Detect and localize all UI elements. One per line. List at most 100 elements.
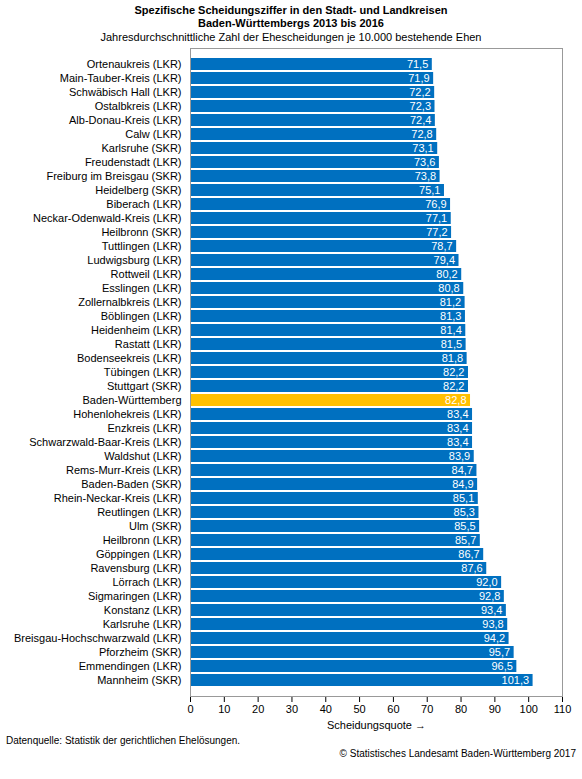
svg-text:0: 0: [187, 703, 193, 715]
svg-text:85,3: 85,3: [454, 506, 475, 518]
svg-text:Freiburg im Breisgau (SKR): Freiburg im Breisgau (SKR): [46, 170, 181, 182]
svg-text:73,1: 73,1: [412, 142, 433, 154]
svg-text:Tübingen (LKR): Tübingen (LKR): [104, 366, 182, 378]
svg-text:Karlsruhe (SKR): Karlsruhe (SKR): [101, 142, 181, 154]
svg-text:Breisgau-Hochschwarzwald (LKR): Breisgau-Hochschwarzwald (LKR): [14, 632, 182, 644]
svg-text:Freudenstadt (LKR): Freudenstadt (LKR): [85, 156, 182, 168]
svg-text:Tuttlingen (LKR): Tuttlingen (LKR): [102, 240, 182, 252]
svg-text:85,1: 85,1: [453, 492, 474, 504]
svg-text:20: 20: [252, 703, 264, 715]
svg-text:Scheidungsquote →: Scheidungsquote →: [327, 719, 426, 731]
svg-text:Bodenseekreis (LKR): Bodenseekreis (LKR): [77, 352, 182, 364]
svg-text:78,7: 78,7: [431, 240, 452, 252]
svg-text:82,8: 82,8: [445, 394, 466, 406]
svg-text:80: 80: [455, 703, 467, 715]
svg-text:80,2: 80,2: [436, 268, 457, 280]
svg-text:79,4: 79,4: [434, 254, 455, 266]
svg-text:Biberach (LKR): Biberach (LKR): [106, 198, 181, 210]
svg-text:Rhein-Neckar-Kreis (LKR): Rhein-Neckar-Kreis (LKR): [54, 492, 182, 504]
svg-text:Ravensburg (LKR): Ravensburg (LKR): [90, 562, 181, 574]
svg-text:Böblingen (LKR): Böblingen (LKR): [101, 310, 182, 322]
svg-text:Enzkreis (LKR): Enzkreis (LKR): [108, 422, 182, 434]
svg-text:90: 90: [489, 703, 501, 715]
svg-text:30: 30: [286, 703, 298, 715]
svg-text:94,2: 94,2: [484, 632, 505, 644]
svg-text:83,4: 83,4: [447, 436, 468, 448]
svg-text:80,8: 80,8: [438, 282, 459, 294]
svg-text:Alb-Donau-Kreis (LKR): Alb-Donau-Kreis (LKR): [69, 114, 181, 126]
svg-text:Baden-Württemberg: Baden-Württemberg: [82, 394, 181, 406]
svg-text:10: 10: [218, 703, 230, 715]
svg-text:75,1: 75,1: [419, 184, 440, 196]
svg-text:Neckar-Odenwald-Kreis (LKR): Neckar-Odenwald-Kreis (LKR): [33, 212, 182, 224]
svg-text:93,8: 93,8: [482, 618, 503, 630]
svg-text:Waldshut (LKR): Waldshut (LKR): [104, 450, 181, 462]
svg-text:81,8: 81,8: [442, 352, 463, 364]
svg-text:Emmendingen (LKR): Emmendingen (LKR): [79, 660, 182, 672]
svg-text:110: 110: [554, 703, 572, 715]
svg-text:60: 60: [387, 703, 399, 715]
svg-text:Schwäbisch Hall (LKR): Schwäbisch Hall (LKR): [69, 86, 181, 98]
svg-text:73,8: 73,8: [415, 170, 436, 182]
svg-text:82,2: 82,2: [443, 366, 464, 378]
svg-text:Ostalbkreis (LKR): Ostalbkreis (LKR): [95, 100, 182, 112]
svg-text:73,6: 73,6: [414, 156, 435, 168]
svg-text:Reutlingen (LKR): Reutlingen (LKR): [97, 506, 181, 518]
svg-text:85,7: 85,7: [455, 534, 476, 546]
svg-text:83,4: 83,4: [447, 408, 468, 420]
svg-text:83,4: 83,4: [447, 422, 468, 434]
svg-text:81,4: 81,4: [440, 324, 461, 336]
svg-text:Heidenheim (LKR): Heidenheim (LKR): [91, 324, 181, 336]
svg-text:100: 100: [520, 703, 538, 715]
svg-text:Heilbronn (LKR): Heilbronn (LKR): [103, 534, 182, 546]
svg-text:Mannheim (SKR): Mannheim (SKR): [97, 674, 181, 686]
svg-text:71,9: 71,9: [408, 72, 429, 84]
svg-text:Lörrach (LKR): Lörrach (LKR): [112, 576, 181, 588]
svg-text:81,2: 81,2: [440, 296, 461, 308]
svg-text:72,8: 72,8: [411, 128, 432, 140]
svg-text:76,9: 76,9: [425, 198, 446, 210]
svg-text:83,9: 83,9: [449, 450, 470, 462]
svg-text:77,1: 77,1: [426, 212, 447, 224]
svg-text:85,5: 85,5: [454, 520, 475, 532]
svg-text:92,0: 92,0: [476, 576, 497, 588]
svg-text:Heidelberg (SKR): Heidelberg (SKR): [95, 184, 181, 196]
svg-text:50: 50: [353, 703, 365, 715]
svg-text:Ludwigsburg (LKR): Ludwigsburg (LKR): [87, 254, 181, 266]
svg-text:71,5: 71,5: [407, 58, 428, 70]
svg-text:101,3: 101,3: [502, 674, 530, 686]
svg-text:95,7: 95,7: [489, 646, 510, 658]
svg-text:Baden-Baden (SKR): Baden-Baden (SKR): [81, 478, 181, 490]
svg-text:70: 70: [421, 703, 433, 715]
svg-text:77,2: 77,2: [426, 226, 447, 238]
svg-text:Schwarzwald-Baar-Kreis (LKR): Schwarzwald-Baar-Kreis (LKR): [29, 436, 181, 448]
svg-text:40: 40: [320, 703, 332, 715]
svg-text:Konstanz (LKR): Konstanz (LKR): [104, 604, 182, 616]
svg-text:82,2: 82,2: [443, 380, 464, 392]
svg-text:Sigmaringen (LKR): Sigmaringen (LKR): [88, 590, 182, 602]
svg-text:Hohenlohekreis (LKR): Hohenlohekreis (LKR): [73, 408, 181, 420]
svg-text:Göppingen (LKR): Göppingen (LKR): [96, 548, 182, 560]
svg-text:96,5: 96,5: [491, 660, 512, 672]
svg-text:Main-Tauber-Kreis (LKR): Main-Tauber-Kreis (LKR): [60, 72, 182, 84]
svg-text:Ulm (SKR): Ulm (SKR): [129, 520, 182, 532]
svg-text:Rastatt (LKR): Rastatt (LKR): [115, 338, 182, 350]
svg-text:Stuttgart (SKR): Stuttgart (SKR): [107, 380, 182, 392]
svg-text:Heilbronn (SKR): Heilbronn (SKR): [101, 226, 181, 238]
svg-text:Rottweil (LKR): Rottweil (LKR): [111, 268, 182, 280]
svg-text:72,3: 72,3: [410, 100, 431, 112]
svg-text:86,7: 86,7: [458, 548, 479, 560]
svg-text:93,4: 93,4: [481, 604, 502, 616]
svg-text:72,2: 72,2: [409, 86, 430, 98]
svg-text:Rems-Murr-Kreis (LKR): Rems-Murr-Kreis (LKR): [66, 464, 182, 476]
svg-text:72,4: 72,4: [410, 114, 431, 126]
svg-text:Calw (LKR): Calw (LKR): [125, 128, 181, 140]
svg-text:87,6: 87,6: [461, 562, 482, 574]
svg-text:Zollernalbkreis (LKR): Zollernalbkreis (LKR): [78, 296, 181, 308]
svg-text:Esslingen (LKR): Esslingen (LKR): [102, 282, 181, 294]
svg-text:Pforzheim (SKR): Pforzheim (SKR): [99, 646, 182, 658]
svg-text:81,3: 81,3: [440, 310, 461, 322]
svg-text:Karlsruhe (LKR): Karlsruhe (LKR): [103, 618, 182, 630]
svg-text:92,8: 92,8: [479, 590, 500, 602]
svg-text:81,5: 81,5: [441, 338, 462, 350]
